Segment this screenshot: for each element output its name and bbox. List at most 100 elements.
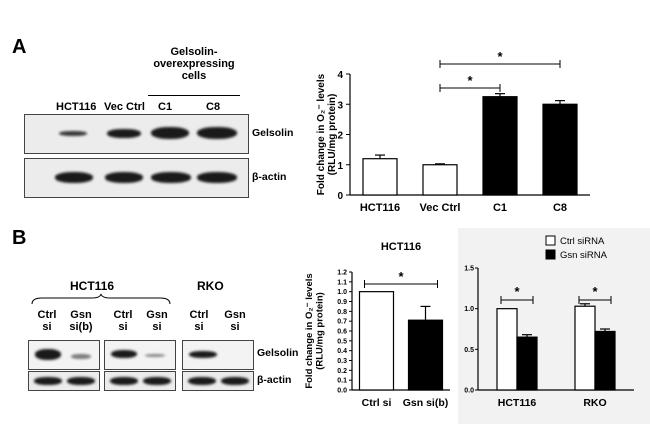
y-tick-label: 0.0 [337, 388, 347, 395]
blot-band [111, 350, 137, 358]
x-tick-label: Gsn si(b) [403, 397, 449, 409]
bar [407, 319, 444, 391]
y-tick-label: 1.0 [464, 306, 474, 313]
y-tick-label: 0.1 [337, 378, 347, 385]
row-label: β-actin [257, 374, 292, 386]
y-tick-label: 0.9 [337, 299, 347, 306]
gelsolin-blot-hct116-a [28, 340, 100, 370]
overexpressing-group-label: Gelsolin- overexpressing cells [134, 46, 254, 82]
x-tick-label: C8 [553, 202, 567, 214]
y-tick-label: 1.5 [464, 266, 474, 273]
bar [422, 164, 458, 196]
significance-star: * [592, 284, 598, 299]
blot-band [143, 377, 171, 385]
lane-label: Gsn si [224, 309, 246, 333]
significance-star: * [398, 269, 404, 284]
x-tick-label: HCT116 [360, 202, 400, 214]
panel-a-letter: A [12, 36, 27, 58]
blot-band [59, 131, 87, 136]
bar [362, 158, 398, 196]
blot-band [188, 377, 216, 385]
y-tick-label: 0.2 [337, 368, 347, 375]
y-tick-label: 2 [337, 131, 343, 142]
group-label-line2: overexpressing [153, 58, 235, 70]
row-label: Gelsolin [252, 127, 294, 139]
blot-band [71, 354, 91, 359]
y-tick-label: 0.5 [464, 347, 474, 354]
y-tick-label: 1.1 [337, 279, 347, 286]
chart-b-combined: 0.0 0.5 1.0 1.5 HCT116 * RKO * Ctrl siRNA Gsn siR… [464, 235, 634, 409]
y-tick-label: 0.4 [337, 348, 347, 355]
y-tick-label: 1.0 [337, 289, 347, 296]
y-tick-label: 0.7 [337, 319, 347, 326]
lane-label: Ctrl si [189, 309, 209, 333]
chart-title: HCT116 [381, 241, 421, 253]
bar [516, 336, 538, 391]
blot-band [151, 127, 189, 139]
y-tick-label: 0.8 [337, 309, 347, 316]
x-tick-label: C1 [493, 202, 507, 214]
lane-label: Vec Ctrl [104, 101, 145, 113]
gelsolin-blot [24, 114, 249, 154]
significance-star: * [467, 73, 473, 88]
chart-b2-background [458, 228, 650, 424]
gelsolin-blot-rko [182, 340, 254, 370]
x-tick-label: Ctrl si [362, 397, 392, 409]
x-tick-label: Vec Ctrl [420, 202, 461, 214]
blot-band [189, 351, 217, 358]
gelsolin-blot-hct116-b [104, 340, 176, 370]
blot-band [67, 377, 95, 385]
lane-label: Gsn si [146, 309, 168, 333]
blot-band [34, 377, 62, 385]
y-tick-label: 4 [337, 70, 343, 81]
y-tick-label: 0.0 [464, 388, 474, 395]
blot-band [110, 377, 138, 385]
legend-swatch [545, 249, 556, 260]
lane-label: Ctrl si [37, 309, 57, 333]
legend-swatch [545, 235, 556, 246]
y-tick-label: 3 [337, 100, 343, 111]
chart-b-hct116: HCT116 0.0 0.1 0.2 0.3 0.4 0.5 0.6 0.7 0.8 0.9 1.0 1… [304, 241, 450, 409]
bar [482, 96, 518, 196]
blot-band [197, 172, 237, 183]
bar [358, 291, 395, 391]
y-tick-label: 0.3 [337, 358, 347, 365]
lane-label: Ctrl si [113, 309, 133, 333]
x-tick-label: RKO [583, 397, 606, 409]
hct116-title: HCT116 [70, 279, 115, 293]
legend-label: Gsn siRNA [560, 250, 608, 261]
panel-b-letter: B [12, 227, 27, 249]
significance-star: * [497, 49, 503, 64]
group-label-line3: cells [181, 70, 207, 82]
row-label: Gelsolin [257, 347, 299, 359]
bar [594, 330, 616, 391]
y-tick-label: 0.6 [337, 329, 347, 336]
blot-band [151, 172, 191, 183]
blot-band [107, 129, 141, 138]
lane-label: C8 [206, 101, 221, 113]
y-axis-label: Fold change in O₂⁻ levels(RLU/mg protein… [316, 73, 338, 195]
y-axis-label: Fold change in O₂⁻ levels(RLU/mg protein… [304, 273, 326, 388]
blot-band [197, 127, 237, 139]
group-bracket-line [148, 95, 240, 96]
y-tick-label: 1.2 [337, 270, 347, 277]
group-label-line1: Gelsolin- [170, 46, 218, 58]
blot-band [221, 377, 249, 385]
blot-band [105, 172, 143, 183]
legend-label: Ctrl siRNA [560, 236, 605, 247]
significance-star: * [514, 284, 520, 299]
bar [496, 308, 518, 391]
lane-label: C1 [158, 101, 173, 113]
rko-title: RKO [197, 279, 224, 293]
lane-label: HCT116 [56, 101, 97, 113]
actin-blot-hct116-a [28, 371, 100, 391]
x-tick-label: HCT116 [498, 397, 537, 409]
actin-blot-rko [182, 371, 254, 391]
blot-band [35, 349, 61, 360]
lane-label: Gsn si(b) [69, 309, 93, 333]
bar [574, 305, 596, 391]
row-label: β-actin [252, 171, 287, 183]
y-tick-label: 0 [337, 191, 343, 202]
actin-blot-hct116-b [104, 371, 176, 391]
